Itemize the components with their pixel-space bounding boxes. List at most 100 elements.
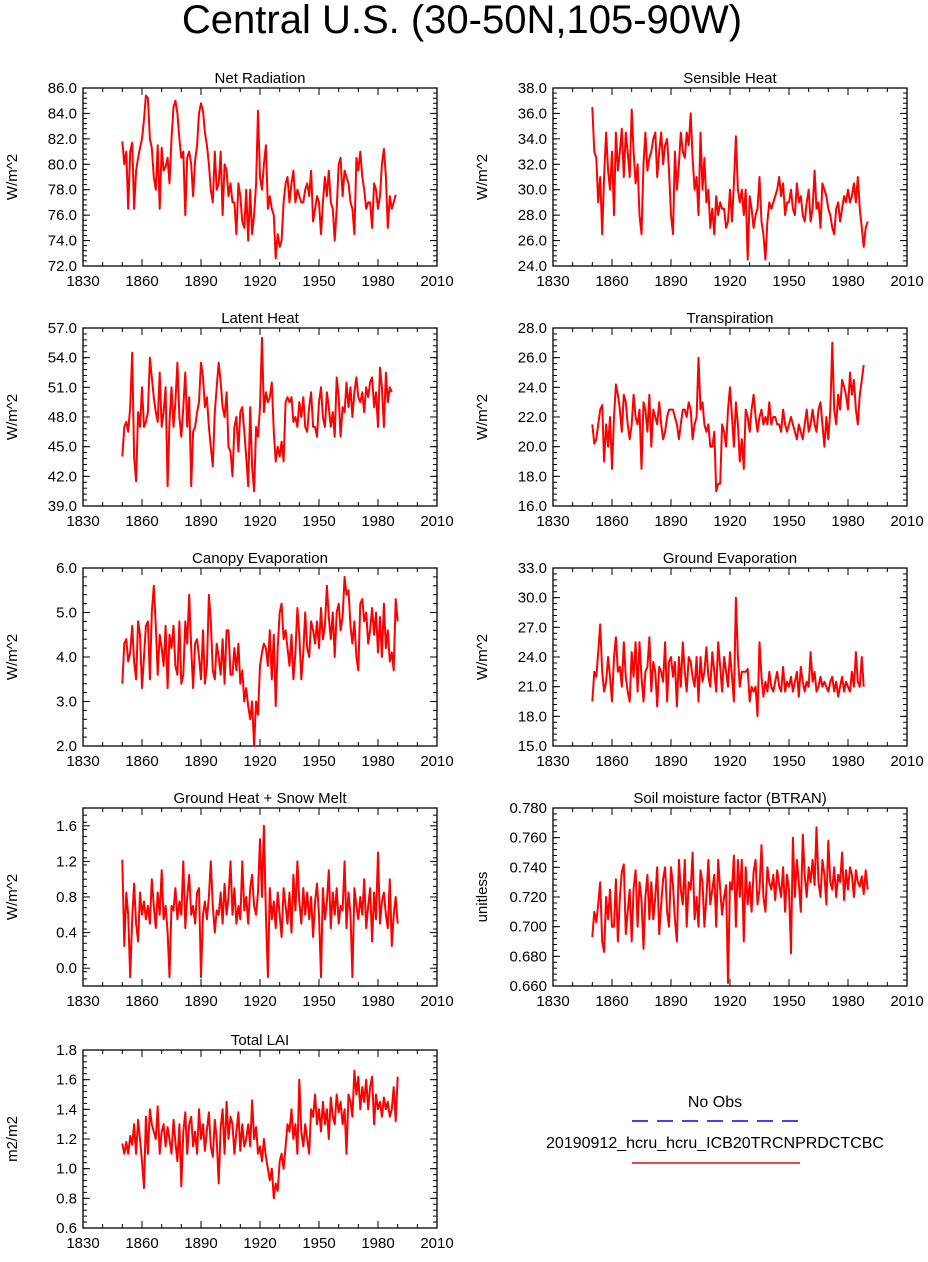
series-line [591,826,869,984]
y-tick-label: 1.6 [56,818,77,835]
x-tick-label: 2010 [420,1235,453,1252]
x-tick-label: 2010 [420,993,453,1010]
y-axis-label: W/m^2 [4,394,21,440]
panel-sensible-heat: Sensible Heat W/m^2 1830 1860 1890 1920 1950 19… [474,70,924,290]
panel-title: Transpiration [687,310,774,327]
x-tick-label: 1860 [125,753,158,770]
x-tick-label: 1860 [595,993,628,1010]
panel-title: Total LAI [231,1032,289,1049]
x-tick-label: 1920 [713,753,746,770]
y-tick-label: 0.700 [509,919,547,936]
y-tick-label: 34.0 [518,131,547,148]
x-tick-label: 1920 [243,513,276,530]
y-tick-label: 26.0 [518,233,547,250]
x-tick-label: 1890 [654,993,687,1010]
x-tick-label: 1920 [713,513,746,530]
y-tick-label: 20.0 [518,439,547,456]
y-tick-label: 30.0 [518,590,547,607]
x-tick-label: 1860 [125,513,158,530]
panel-title: Latent Heat [221,310,299,327]
x-tick-label: 1920 [243,993,276,1010]
series-line [591,341,865,493]
legend-obs-label: No Obs [688,1094,742,1111]
plot-frame [552,87,908,267]
x-tick-label: 1830 [536,513,569,530]
x-tick-label: 1950 [772,513,805,530]
panel-soil-moisture-factor-btran: Soil moisture factor (BTRAN) unitless 1830… [474,790,924,1010]
x-tick-label: 1920 [713,993,746,1010]
y-tick-label: 3.0 [56,694,77,711]
y-tick-label: 1.2 [56,1131,77,1148]
y-tick-label: 0.780 [509,800,547,817]
panels: Net Radiation W/m^2 1830 1860 1890 1920 1950 19… [4,70,924,1252]
x-tick-label: 1890 [654,513,687,530]
x-tick-label: 1860 [595,513,628,530]
x-tick-label: 1950 [302,273,335,290]
x-tick-label: 1980 [831,513,864,530]
x-tick-label: 1950 [772,993,805,1010]
x-tick-label: 1830 [536,273,569,290]
x-tick-label: 2010 [420,513,453,530]
x-tick-label: 2010 [890,273,923,290]
y-tick-label: 0.0 [56,960,77,977]
series-line [121,94,397,260]
y-tick-label: 86.0 [48,80,77,97]
plot-frame [552,327,908,507]
y-tick-label: 80.0 [48,156,77,173]
x-tick-label: 1890 [184,1235,217,1252]
y-tick-label: 76.0 [48,207,77,224]
figure-title: Central U.S. (30-50N,105-90W) [182,0,742,42]
panel-ground-evaporation: Ground Evaporation W/m^2 1830 1860 1890 1920 1… [474,550,924,770]
x-tick-label: 1980 [361,513,394,530]
y-tick-label: 0.760 [509,830,547,847]
x-tick-label: 1980 [831,753,864,770]
y-tick-label: 32.0 [518,156,547,173]
x-tick-label: 1830 [66,993,99,1010]
y-tick-label: 6.0 [56,560,77,577]
x-tick-label: 1890 [184,993,217,1010]
x-tick-label: 1950 [302,753,335,770]
y-tick-label: 51.0 [48,379,77,396]
y-tick-label: 22.0 [518,409,547,426]
y-axis-label: W/m^2 [474,634,491,680]
x-tick-label: 2010 [420,273,453,290]
x-tick-label: 1890 [184,273,217,290]
y-tick-label: 0.4 [56,925,77,942]
y-tick-label: 0.660 [509,978,547,995]
y-tick-label: 72.0 [48,258,77,275]
y-tick-label: 1.6 [56,1072,77,1089]
x-tick-label: 2010 [890,993,923,1010]
y-tick-label: 18.0 [518,708,547,725]
y-tick-label: 0.8 [56,1190,77,1207]
y-tick-label: 4.0 [56,649,77,666]
y-tick-label: 30.0 [518,182,547,199]
x-tick-label: 1950 [772,273,805,290]
panel-canopy-evaporation: Canopy Evaporation W/m^2 1830 1860 1890 1920 1… [4,550,454,770]
legend: No Obs 20190912_hcru_hcru_ICB20TRCNPRDCT… [546,1094,884,1164]
x-tick-label: 2010 [890,513,923,530]
y-tick-label: 18.0 [518,468,547,485]
x-tick-label: 1830 [66,273,99,290]
x-tick-label: 1920 [243,273,276,290]
y-tick-label: 0.8 [56,889,77,906]
x-tick-label: 1830 [536,993,569,1010]
legend-model-label: 20190912_hcru_hcru_ICB20TRCNPRDCTCBC [546,1135,884,1152]
x-tick-label: 1980 [831,273,864,290]
y-tick-label: 39.0 [48,498,77,515]
x-tick-label: 1920 [243,1235,276,1252]
x-tick-label: 1860 [125,1235,158,1252]
x-tick-label: 1980 [361,753,394,770]
x-tick-label: 1980 [361,273,394,290]
x-tick-label: 1890 [184,753,217,770]
y-tick-label: 15.0 [518,738,547,755]
x-tick-label: 1830 [66,753,99,770]
y-tick-label: 26.0 [518,350,547,367]
x-tick-label: 1860 [125,993,158,1010]
y-tick-label: 21.0 [518,679,547,696]
y-tick-label: 33.0 [518,560,547,577]
y-tick-label: 0.6 [56,1220,77,1237]
y-tick-label: 1.8 [56,1042,77,1059]
y-axis-label: W/m^2 [4,874,21,920]
x-tick-label: 2010 [890,753,923,770]
